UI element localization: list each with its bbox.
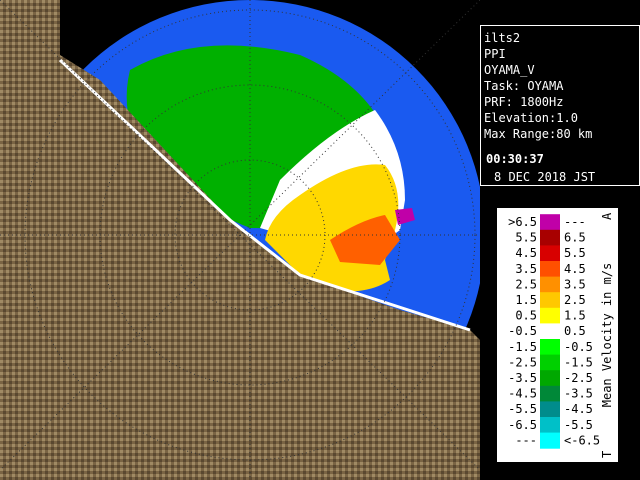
legend-right-label: 4.5 <box>564 262 586 276</box>
radar-scope <box>0 0 480 480</box>
legend-left-label: >6.5 <box>508 215 537 229</box>
legend-right-label: -5.5 <box>564 418 593 432</box>
legend-swatch <box>540 261 560 278</box>
legend-left-label: -0.5 <box>508 324 537 338</box>
legend-right-label: 6.5 <box>564 231 586 245</box>
info-line: OYAMA_V <box>484 63 535 77</box>
info-line: PPI <box>484 47 506 61</box>
legend-top-mark: A <box>600 212 614 220</box>
info-line: Task: OYAMA <box>484 79 564 93</box>
legend-left-label: -3.5 <box>508 371 537 385</box>
legend-left-label: 0.5 <box>515 309 537 323</box>
legend-swatch <box>540 214 560 231</box>
legend-swatch <box>540 307 560 324</box>
legend-bottom-mark: T <box>600 451 614 458</box>
legend-right-label: -0.5 <box>564 340 593 354</box>
legend-swatch <box>540 370 560 387</box>
legend-right-label: -4.5 <box>564 402 593 416</box>
legend-right-label: 1.5 <box>564 309 586 323</box>
coastline <box>58 58 471 332</box>
legend-left-label: -5.5 <box>508 402 537 416</box>
legend-left-label: 2.5 <box>515 277 537 291</box>
legend-left-label: -1.5 <box>508 340 537 354</box>
legend-swatch <box>540 385 560 402</box>
legend-left-label: -6.5 <box>508 418 537 432</box>
legend-swatch <box>540 401 560 418</box>
legend: >6.5 ---5.5 6.54.5 5.53.5 4.52.5 3.51.5 2.50.5… <box>508 212 614 458</box>
legend-right-label: -3.5 <box>564 387 593 401</box>
legend-right-label: -1.5 <box>564 355 593 369</box>
legend-right-label: -2.5 <box>564 371 593 385</box>
time: 00:30:37 <box>486 152 544 166</box>
legend-left-label: 4.5 <box>515 246 537 260</box>
legend-right-label: --- <box>564 215 586 229</box>
legend-swatch <box>540 354 560 371</box>
legend-left-label: 5.5 <box>515 231 537 245</box>
legend-swatch <box>540 417 560 434</box>
legend-right-label: 3.5 <box>564 277 586 291</box>
legend-left-label: -4.5 <box>508 387 537 401</box>
info-line: PRF: 1800Hz <box>484 95 563 109</box>
info-text: ilts2 PPI OYAMA_V Task: OYAMA PRF: 1800Hz Ele… <box>484 31 595 184</box>
legend-swatch <box>540 229 560 246</box>
legend-swatch <box>540 292 560 309</box>
legend-right-label: 0.5 <box>564 324 586 338</box>
legend-swatch <box>540 432 560 449</box>
legend-left-label: --- <box>515 433 537 447</box>
echo-magenta <box>395 208 415 225</box>
legend-right-label: 5.5 <box>564 246 586 260</box>
legend-swatch <box>540 339 560 356</box>
legend-left-label: 1.5 <box>515 293 537 307</box>
info-line: ilts2 <box>484 31 520 45</box>
legend-left-label: -2.5 <box>508 355 537 369</box>
legend-swatch <box>540 245 560 262</box>
legend-right-label: 2.5 <box>564 293 586 307</box>
info-panel <box>480 25 640 186</box>
date: 8 DEC 2018 JST <box>494 170 595 184</box>
echo-orange <box>330 215 400 265</box>
legend-right-label: <-6.5 <box>564 433 600 447</box>
legend-left-label: 3.5 <box>515 262 537 276</box>
terrain <box>0 0 480 480</box>
legend-title: Mean Velocity in m/s <box>600 263 614 408</box>
legend-swatch <box>540 323 560 340</box>
range-rings <box>0 0 480 480</box>
info-line: Elevation:1.0 <box>484 111 578 125</box>
legend-swatch <box>540 276 560 293</box>
info-line: Max Range:80 km <box>484 127 592 141</box>
